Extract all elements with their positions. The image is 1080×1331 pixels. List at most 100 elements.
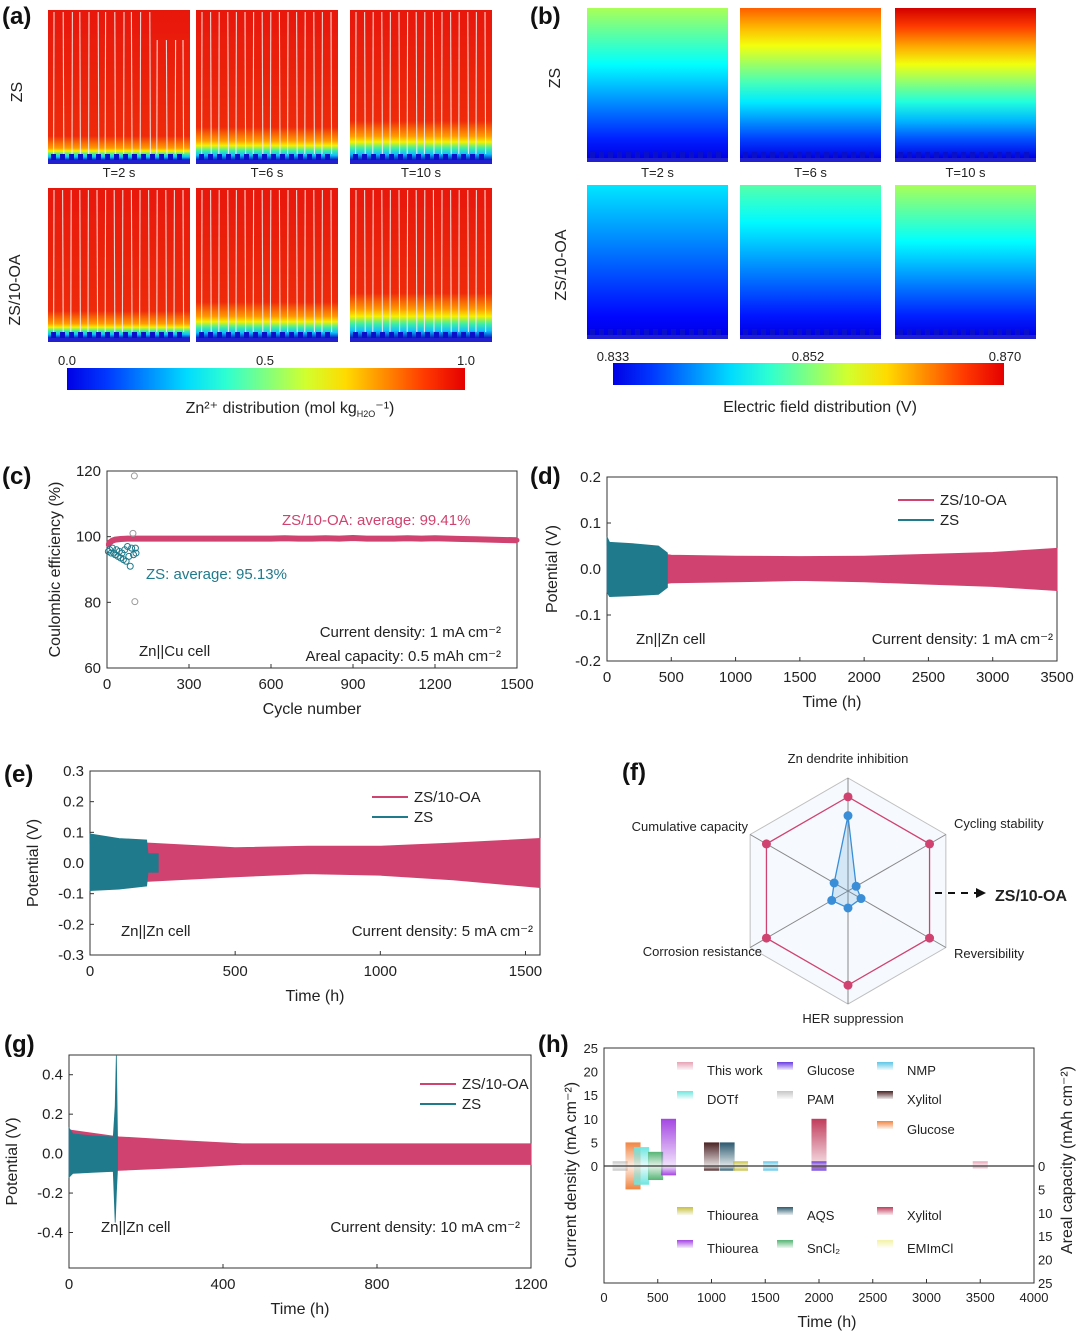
cell-label: Zn||Zn cell xyxy=(121,923,190,940)
current-density-bar xyxy=(811,1161,827,1166)
x-tick-label: 2000 xyxy=(805,1290,834,1305)
y-right-tick-label: 0 xyxy=(1038,1159,1045,1174)
x-tick-label: 0 xyxy=(600,1290,607,1305)
current-density-bar xyxy=(972,1161,988,1166)
zs10oa-radar-point xyxy=(925,839,935,849)
electrode-tooth xyxy=(788,329,793,335)
legend-label: Xylitol xyxy=(907,1208,942,1223)
legend-swatch xyxy=(677,1062,693,1070)
heatmap-cell xyxy=(587,8,728,162)
zs-ce-point xyxy=(128,544,136,552)
panel-label-c: (c) xyxy=(2,463,31,490)
streamline xyxy=(227,11,229,155)
x-tick-label: 900 xyxy=(340,676,365,693)
time-label: T=6 s xyxy=(794,165,827,180)
streamline xyxy=(148,189,150,333)
x-tick-label: 1000 xyxy=(719,669,752,686)
callout-label: ZS/10-OA xyxy=(995,888,1067,905)
electrode-tooth xyxy=(680,152,685,158)
radar-axis-label: HER suppression xyxy=(802,1011,903,1026)
electrode-tooth xyxy=(371,154,376,160)
electrode-tooth xyxy=(815,329,820,335)
y-tick-label: -0.1 xyxy=(575,607,601,624)
streamline xyxy=(244,11,247,155)
streamline xyxy=(450,11,452,155)
x-tick-label: 800 xyxy=(364,1276,389,1293)
colorbar-tick: 0.852 xyxy=(792,349,825,364)
legend-label: ZS/10-OA xyxy=(462,1076,529,1093)
streamline xyxy=(330,11,333,155)
electrode-base xyxy=(587,158,728,162)
streamline xyxy=(484,11,487,155)
electrode-tooth xyxy=(280,154,285,160)
electrode-tooth xyxy=(271,154,276,160)
zs10oa-ce-point xyxy=(200,536,206,542)
electrode-tooth xyxy=(952,329,957,335)
zs-radar-point xyxy=(827,895,837,905)
zs-ce-point xyxy=(107,549,115,557)
electrode-tooth xyxy=(979,152,984,158)
streamline xyxy=(130,11,133,155)
x-axis-label: Cycle number xyxy=(263,701,362,718)
streamline xyxy=(296,11,298,155)
legend-label: EMImCl xyxy=(907,1241,953,1256)
electrode-tooth xyxy=(1015,152,1020,158)
streamline xyxy=(210,189,212,333)
legend-label: Glucose xyxy=(907,1122,955,1137)
electrode-tooth xyxy=(177,332,182,338)
electrode-tooth xyxy=(105,154,110,160)
electrode-tooth xyxy=(253,154,258,160)
streamline xyxy=(415,11,418,155)
x-tick-label: 4000 xyxy=(1020,1290,1049,1305)
zs10oa-ce-point xyxy=(186,536,192,542)
panel-a-heatmaps: T=2 s T=6 s T=10 s ZS ZS/10-OA 0.0 0.5 1.0 xyxy=(7,10,492,390)
zs10oa-ce-point xyxy=(364,536,370,542)
electrode-tooth xyxy=(353,332,358,338)
y-axis-label: Potential (V) xyxy=(4,1117,21,1205)
y-tick-label: -0.2 xyxy=(58,916,84,933)
streamline xyxy=(96,189,99,333)
electrode-tooth xyxy=(898,152,903,158)
potential-map xyxy=(740,185,881,335)
streamline xyxy=(149,11,151,155)
y-tick-label: 10 xyxy=(584,1112,598,1127)
y-tick-label: -0.2 xyxy=(37,1185,63,1202)
legend-swatch xyxy=(777,1091,793,1099)
zs-radar-point xyxy=(843,811,853,821)
electrode-tooth xyxy=(752,329,757,335)
electrode-tooth xyxy=(434,332,439,338)
heatmap-cell xyxy=(587,185,728,339)
electrode-tooth xyxy=(689,152,694,158)
electrode-tooth xyxy=(298,154,303,160)
zs10oa-ce-point xyxy=(432,535,438,541)
x-tick-label: 3500 xyxy=(1040,669,1073,686)
electrode-tooth xyxy=(779,329,784,335)
y-tick-label: 60 xyxy=(84,660,101,677)
legend-label: This work xyxy=(707,1063,763,1078)
caption-end: ⁻¹) xyxy=(375,400,394,417)
panel-d-chart: 0 500 1000 1500 2000 2500 3000 3500 -0.2 -0.1 0.0 0… xyxy=(544,469,1074,711)
electrode-tooth xyxy=(159,332,164,338)
y-tick-label: 0.2 xyxy=(42,1106,63,1123)
time-label: T=2 s xyxy=(103,165,136,180)
zs10oa-ce-point xyxy=(241,536,247,542)
y-tick-label: 100 xyxy=(76,529,101,546)
concentration-map xyxy=(48,10,190,160)
electrode-tooth xyxy=(60,332,65,338)
zs10oa-voltage-band xyxy=(606,545,1058,593)
x-tick-label: 0 xyxy=(603,669,611,686)
current-density-bar xyxy=(703,1142,720,1166)
electrode-tooth xyxy=(443,332,448,338)
electrode-tooth xyxy=(416,332,421,338)
electrode-tooth xyxy=(132,332,137,338)
panel-label-e: (e) xyxy=(4,761,33,788)
potential-map xyxy=(587,185,728,335)
zs10oa-ce-point xyxy=(131,536,137,542)
streamline xyxy=(381,11,383,155)
streamline xyxy=(296,189,298,333)
electrode-tooth xyxy=(271,332,276,338)
electrode-base xyxy=(48,338,190,342)
electrode-tooth xyxy=(943,152,948,158)
x-tick-label: 1500 xyxy=(783,669,816,686)
current-density-bar xyxy=(733,1161,749,1166)
